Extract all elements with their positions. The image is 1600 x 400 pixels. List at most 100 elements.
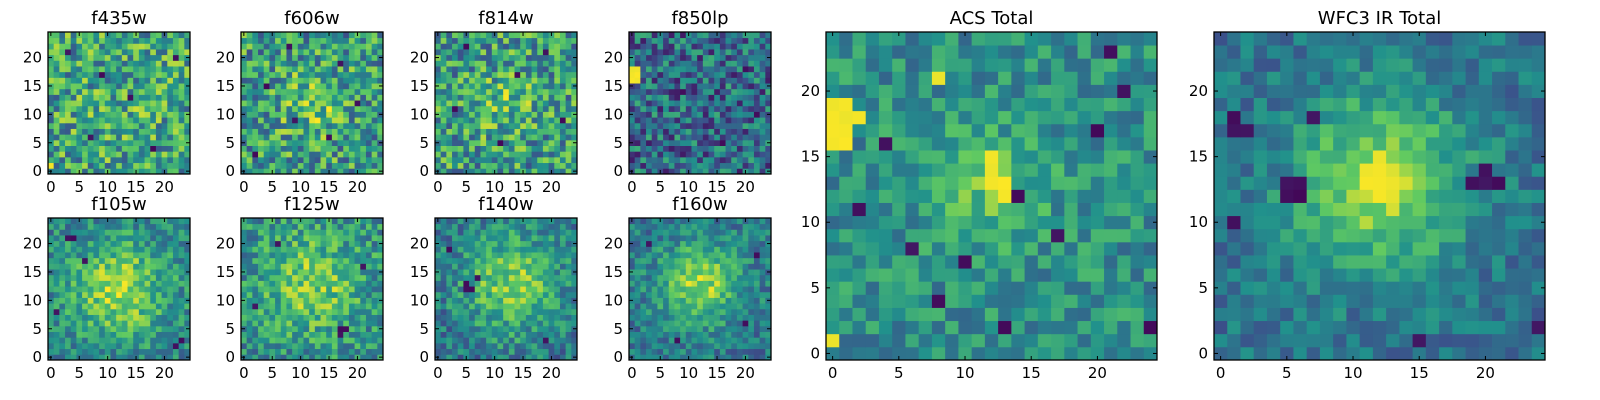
heatmap-cell bbox=[365, 252, 373, 259]
heatmap-cell bbox=[719, 348, 726, 355]
heatmap-cell bbox=[280, 77, 287, 84]
heatmap-cell bbox=[634, 269, 641, 276]
heatmap-cell bbox=[292, 235, 299, 242]
heatmap-cell bbox=[708, 303, 715, 310]
heatmap-cell bbox=[161, 49, 168, 56]
heatmap-cell bbox=[269, 151, 276, 158]
heatmap-cell bbox=[446, 274, 453, 281]
heatmap-cell bbox=[559, 314, 567, 321]
heatmap-cell bbox=[172, 66, 180, 73]
heatmap-cell bbox=[110, 117, 117, 124]
heatmap-cell bbox=[634, 280, 641, 287]
heatmap-cell bbox=[480, 235, 487, 242]
heatmap-cell bbox=[469, 269, 476, 276]
heatmap-cell bbox=[725, 71, 732, 78]
heatmap-cell bbox=[331, 331, 338, 338]
heatmap-cell bbox=[343, 257, 350, 264]
heatmap-cell bbox=[53, 77, 60, 84]
heatmap-cell bbox=[184, 105, 191, 112]
heatmap-cell bbox=[371, 54, 378, 61]
heatmap-cell bbox=[480, 162, 487, 169]
heatmap-cell bbox=[629, 274, 636, 281]
heatmap-cell bbox=[685, 117, 692, 124]
heatmap-cell bbox=[326, 134, 333, 141]
heatmap-cell bbox=[354, 240, 361, 247]
heatmap-cell bbox=[719, 168, 726, 175]
heatmap-cell bbox=[571, 218, 578, 225]
heatmap-cell bbox=[65, 151, 72, 158]
heatmap-cell bbox=[286, 156, 293, 164]
heatmap-cell bbox=[343, 83, 350, 90]
heatmap-cell bbox=[138, 218, 145, 225]
heatmap-cell bbox=[702, 145, 709, 152]
heatmap-cell bbox=[565, 145, 572, 152]
heatmap-cell bbox=[138, 128, 145, 135]
heatmap-cell bbox=[360, 291, 367, 298]
heatmap-cell bbox=[736, 32, 743, 39]
heatmap-cell bbox=[371, 60, 378, 67]
heatmap-cell bbox=[480, 240, 487, 247]
heatmap-cell bbox=[65, 134, 72, 141]
heatmap-cell bbox=[263, 88, 270, 95]
heatmap-cell bbox=[435, 151, 442, 158]
heatmap-cell bbox=[525, 297, 532, 304]
heatmap-cell bbox=[497, 274, 504, 281]
heatmap-cell bbox=[133, 122, 140, 129]
heatmap-cell bbox=[708, 134, 715, 141]
heatmap-cell bbox=[565, 134, 572, 141]
heatmap-cell bbox=[269, 156, 276, 164]
heatmap-cell bbox=[565, 105, 572, 112]
heatmap-cell bbox=[360, 240, 367, 247]
heatmap-cell bbox=[508, 274, 515, 281]
heatmap-cell bbox=[178, 269, 185, 276]
heatmap-cell bbox=[127, 280, 134, 287]
heatmap-cell bbox=[275, 320, 282, 327]
heatmap-cell bbox=[742, 162, 749, 169]
heatmap-cell bbox=[719, 105, 726, 112]
heatmap-cell bbox=[127, 54, 134, 61]
heatmap-cell bbox=[297, 111, 304, 118]
heatmap-cell bbox=[520, 342, 527, 350]
heatmap-cell bbox=[765, 151, 772, 158]
heatmap-cell bbox=[275, 229, 282, 236]
heatmap-cell bbox=[178, 128, 185, 135]
heatmap-cell bbox=[651, 122, 658, 129]
heatmap-cell bbox=[121, 229, 128, 236]
heatmap-cell bbox=[172, 246, 180, 253]
heatmap-cell bbox=[280, 60, 287, 67]
heatmap-cell bbox=[377, 122, 384, 129]
heatmap-cell bbox=[99, 263, 106, 270]
heatmap-cell bbox=[127, 246, 134, 253]
heatmap-cell bbox=[759, 37, 766, 44]
heatmap-cell bbox=[474, 314, 481, 321]
heatmap-cell bbox=[571, 263, 578, 270]
heatmap-cell bbox=[520, 263, 527, 270]
heatmap-cell bbox=[514, 43, 521, 50]
heatmap-cell bbox=[178, 291, 185, 298]
heatmap-cell bbox=[144, 37, 151, 44]
heatmap-cell bbox=[269, 274, 276, 281]
heatmap-cell bbox=[365, 257, 373, 264]
heatmap-cell bbox=[377, 71, 384, 78]
heatmap-cell bbox=[537, 325, 544, 332]
heatmap-cell bbox=[452, 134, 459, 141]
heatmap-cell bbox=[571, 122, 578, 129]
heatmap-cell bbox=[537, 71, 544, 78]
heatmap-cell bbox=[480, 156, 487, 164]
heatmap-cell bbox=[343, 145, 350, 152]
heatmap-cell bbox=[719, 43, 726, 50]
heatmap-cell bbox=[559, 94, 567, 101]
heatmap-cell bbox=[497, 105, 504, 112]
heatmap-cell bbox=[474, 286, 481, 293]
heatmap-cell bbox=[377, 43, 384, 50]
heatmap-cell bbox=[503, 83, 510, 90]
heatmap-cell bbox=[326, 94, 333, 101]
heatmap-cell bbox=[48, 37, 55, 44]
heatmap-cell bbox=[697, 286, 704, 293]
heatmap-cell bbox=[503, 105, 510, 112]
heatmap-cell bbox=[531, 342, 538, 350]
heatmap-cell bbox=[657, 280, 664, 287]
heatmap-cell bbox=[685, 286, 692, 293]
heatmap-cell bbox=[65, 122, 72, 129]
heatmap-cell bbox=[435, 122, 442, 129]
